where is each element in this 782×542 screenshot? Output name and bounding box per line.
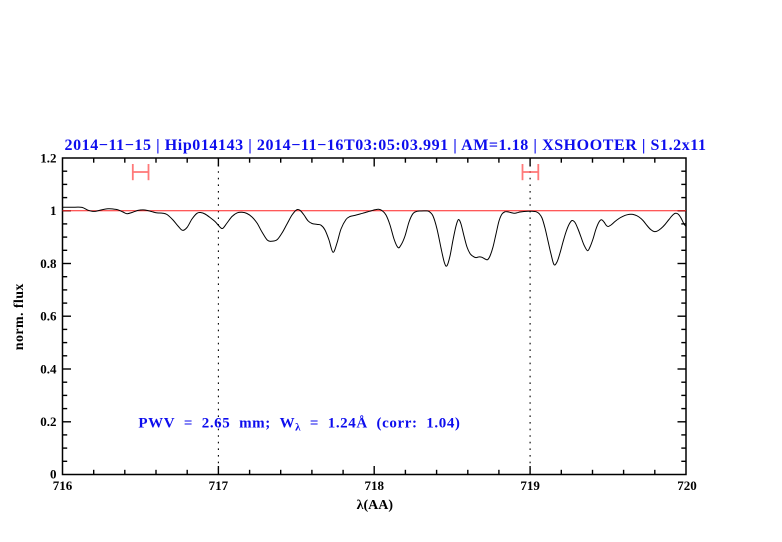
svg-text:norm. flux: norm. flux	[12, 283, 27, 350]
svg-text:0.8: 0.8	[40, 256, 57, 271]
svg-text:720: 720	[677, 478, 697, 493]
svg-text:λ(AA): λ(AA)	[357, 498, 394, 513]
svg-text:0: 0	[50, 467, 57, 482]
svg-text:1.2: 1.2	[40, 151, 56, 166]
svg-text:718: 718	[365, 478, 385, 493]
svg-text:0.4: 0.4	[40, 361, 57, 376]
svg-text:PWV = 2.65 mm; Wλ = 1.24: PWV = 2.65 mm; Wλ = 1.24Å (corr: 1.04)	[138, 416, 460, 434]
svg-text:2014−11−15 | Hip014143 | 2014−: 2014−11−15 | Hip014143 | 2014−11−16T03:0…	[65, 137, 707, 154]
svg-text:719: 719	[520, 478, 540, 493]
svg-text:0.6: 0.6	[40, 309, 57, 324]
svg-text:717: 717	[209, 478, 229, 493]
svg-text:716: 716	[53, 478, 73, 493]
svg-text:1: 1	[50, 203, 57, 218]
svg-text:0.2: 0.2	[40, 414, 56, 429]
